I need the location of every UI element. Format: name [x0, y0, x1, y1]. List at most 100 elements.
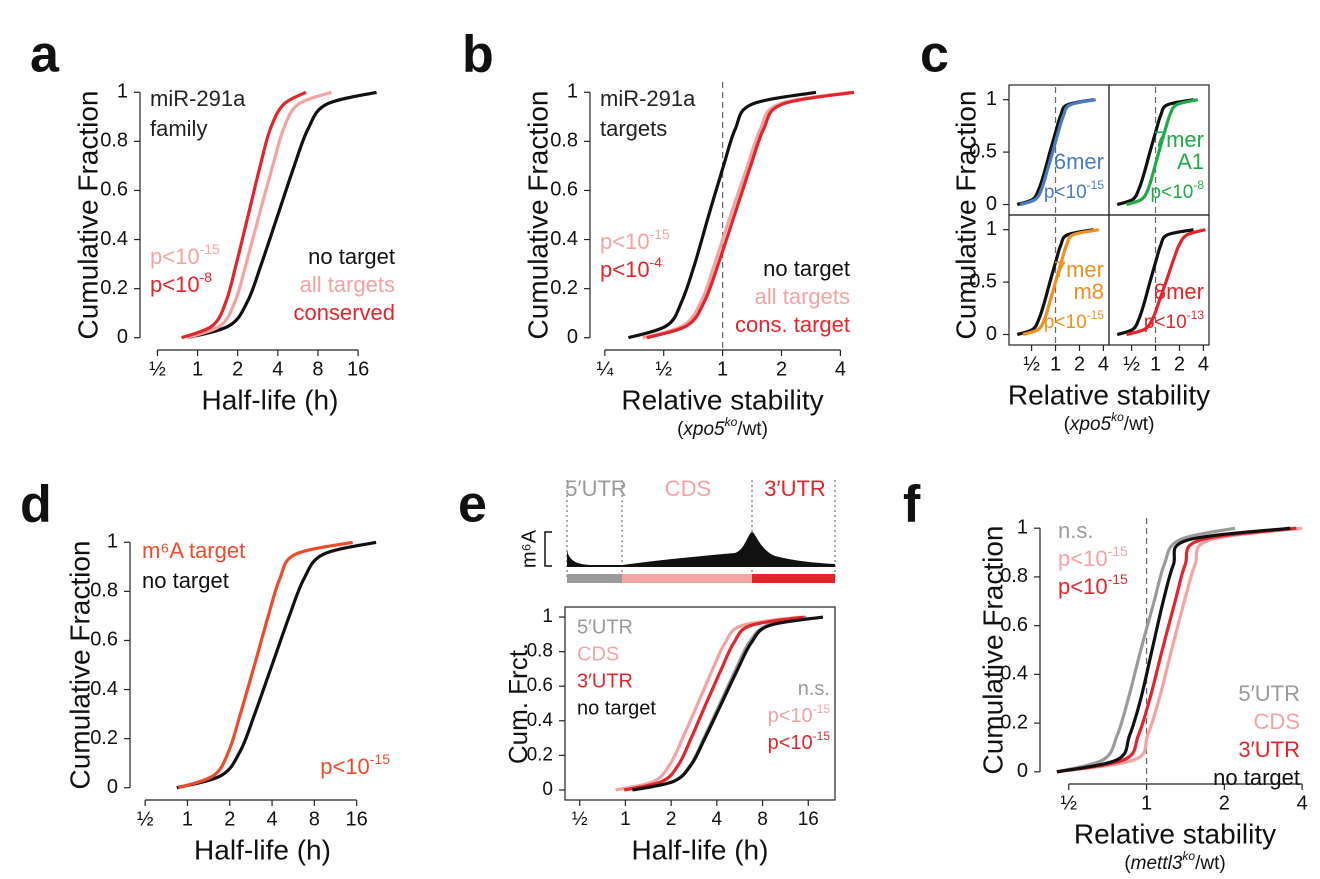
y-axis-label: Cumulative Fraction — [522, 91, 553, 340]
cdf-line — [187, 90, 377, 340]
y-tick-label: 1 — [986, 88, 997, 110]
p-value-part: -15 — [1108, 571, 1128, 587]
plot-frame — [564, 606, 836, 801]
p-value: p<10-15 — [1058, 543, 1128, 571]
p-value: p<10-4 — [600, 254, 662, 282]
p-value-part: -15 — [813, 729, 831, 743]
y-tick-label: 0.6 — [550, 179, 578, 201]
p-value: n.s. — [1058, 518, 1093, 543]
panel-letter: d — [20, 476, 52, 534]
x-axis-note-part: ( — [1064, 414, 1071, 435]
x-axis-label: Half-life (h) — [632, 834, 769, 865]
x-tick-label: ½ — [572, 809, 588, 830]
x-tick-label: ½ — [655, 358, 672, 380]
cdf-line — [1116, 98, 1194, 207]
y-tick-label: 0.5 — [969, 140, 997, 162]
cdf-line — [1019, 98, 1097, 207]
legend-entry: no target — [1213, 765, 1300, 790]
scale-bracket — [544, 531, 552, 567]
p-value-part: p<10 — [600, 257, 650, 282]
y-tick-label: 0.4 — [90, 678, 118, 700]
p-value-part: p<10 — [150, 272, 200, 297]
y-tick-label: 0 — [986, 193, 997, 215]
y-tick-label: 0.4 — [100, 228, 128, 250]
p-value-part: -15 — [650, 226, 670, 242]
legend-entry: all targets — [755, 284, 850, 309]
x-axis-note-part: /wt) — [737, 419, 768, 440]
x-tick-label: 1 — [1050, 353, 1061, 375]
y-tick-label: 1 — [986, 218, 997, 240]
plot-frame — [1108, 214, 1210, 346]
x-tick-label: 8 — [757, 809, 768, 830]
p-value: p<10-15 — [1044, 178, 1104, 203]
x-tick-label: 8 — [312, 358, 323, 380]
cdf-line — [181, 90, 307, 340]
p-value-part: p<10 — [1151, 182, 1194, 203]
inset-title: miR-291a — [600, 86, 696, 111]
x-tick-label: 16 — [798, 809, 819, 830]
legend-entry: 3′UTR — [577, 670, 633, 692]
p-value: p<10-15 — [150, 241, 220, 269]
y-tick-label: 0.8 — [90, 580, 118, 602]
legend-entry: m⁶A target — [142, 538, 245, 563]
cdf-line — [1056, 526, 1297, 774]
x-axis-note-part: /wt) — [1124, 414, 1155, 435]
x-axis-note-part: xpo5 — [682, 419, 725, 440]
y-tick-label: 0.6 — [100, 179, 128, 201]
p-value-part: p<10 — [1058, 546, 1108, 571]
x-axis-note-part: ko — [725, 415, 738, 429]
region-bar — [567, 574, 622, 583]
x-axis-label: Half-life (h) — [202, 384, 339, 415]
y-tick-label: 0.2 — [100, 277, 128, 299]
region-label: CDS — [665, 476, 711, 501]
p-value: p<10-15 — [768, 702, 831, 727]
cdf-line — [1016, 228, 1094, 337]
x-tick-label: ¼ — [596, 358, 613, 380]
legend-entry: CDS — [577, 643, 619, 665]
p-value-part: -15 — [1087, 178, 1105, 192]
x-axis-note-part: /wt) — [1195, 853, 1226, 874]
cdf-line — [1022, 228, 1100, 337]
x-axis-label: Relative stability — [621, 384, 823, 415]
x-axis-note-part: ( — [677, 419, 684, 440]
x-tick-label: 16 — [347, 358, 369, 380]
x-axis-note-part: ko — [1182, 849, 1195, 863]
x-tick-label: 4 — [1297, 792, 1308, 814]
x-tick-label: ½ — [1060, 792, 1077, 814]
y-axis-label: Cumulative Fraction — [64, 541, 95, 790]
legend-entry: no target — [308, 244, 395, 269]
panel-letter: a — [30, 26, 60, 84]
x-tick-label: 1 — [717, 358, 728, 380]
x-tick-label: 1 — [182, 808, 193, 830]
cdf-line — [1056, 526, 1303, 774]
y-tick-label: 0.2 — [1000, 711, 1028, 733]
cdf-line — [627, 90, 817, 340]
y-tick-label: 0 — [117, 326, 128, 348]
y-tick-label: 1 — [567, 81, 578, 103]
x-tick-label: 2 — [1174, 353, 1185, 375]
legend-entry: 5′UTR — [1238, 681, 1300, 706]
cdf-line — [1116, 228, 1194, 337]
p-value-part: -15 — [813, 702, 831, 716]
x-tick-label: 2 — [224, 808, 235, 830]
y-tick-label: 0.4 — [527, 710, 554, 731]
cdf-line — [631, 615, 824, 792]
x-tick-label: 1 — [192, 358, 203, 380]
legend-entry: no target — [763, 256, 850, 281]
y-tick-label: 1 — [107, 531, 118, 553]
y-tick-label: 0.6 — [1000, 614, 1028, 636]
p-value: p<10-8 — [1151, 178, 1205, 203]
region-label: 3′UTR — [764, 476, 826, 501]
y-tick-label: 0.6 — [527, 675, 553, 696]
cdf-line — [1016, 98, 1094, 207]
y-tick-label: 0 — [986, 323, 997, 345]
p-value: p<10-8 — [150, 269, 212, 297]
m6a-track — [567, 532, 835, 567]
p-value-part: -15 — [1087, 308, 1105, 322]
y-tick-label: 0.2 — [550, 277, 578, 299]
p-value-part: -8 — [1193, 178, 1204, 192]
y-tick-label: 0 — [107, 776, 118, 798]
p-value-part: n.s. — [1058, 518, 1093, 543]
cdf-line — [1056, 526, 1291, 774]
